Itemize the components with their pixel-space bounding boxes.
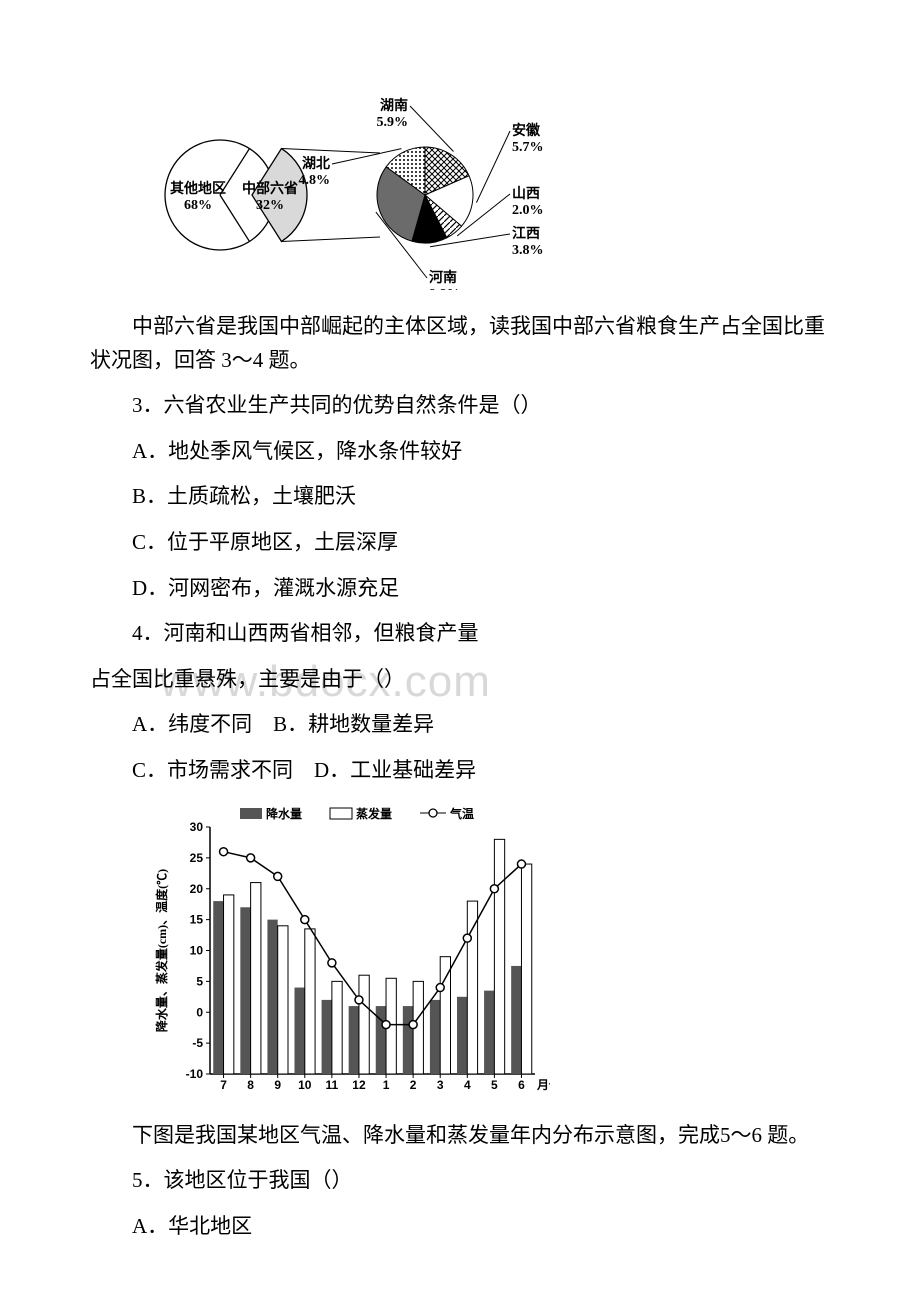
intro-text-1: 中部六省是我国中部崛起的主体区域，读我国中部六省粮食生产占全国比重状况图，回答 … xyxy=(90,310,830,377)
svg-text:10: 10 xyxy=(190,943,204,957)
svg-text:8: 8 xyxy=(247,1078,254,1092)
svg-text:20: 20 xyxy=(190,881,204,895)
q5-opt-a: A．华北地区 xyxy=(90,1210,830,1244)
q4-line2: 占全国比重悬殊，主要是由于（） xyxy=(90,663,830,697)
svg-text:4: 4 xyxy=(464,1078,471,1092)
q3-opt-d: D．河网密布，灌溉水源充足 xyxy=(90,572,830,606)
svg-text:0: 0 xyxy=(196,1005,203,1019)
svg-text:30: 30 xyxy=(190,820,204,834)
svg-text:6: 6 xyxy=(518,1078,525,1092)
q3: 3．六省农业生产共同的优势自然条件是（） xyxy=(90,389,830,423)
svg-text:-5: -5 xyxy=(192,1036,203,1050)
q4-opt-ab: A．纬度不同 B．耕地数量差异 xyxy=(90,708,830,742)
svg-text:-10: -10 xyxy=(186,1067,204,1081)
svg-text:湖北4.8%: 湖北4.8% xyxy=(299,156,331,188)
q5: 5．该地区位于我国（） xyxy=(90,1164,830,1198)
svg-text:10: 10 xyxy=(298,1078,312,1092)
svg-text:5: 5 xyxy=(491,1078,498,1092)
q4-line1: 4．河南和山西两省相邻，但粮食产量 xyxy=(90,617,830,651)
q3-opt-c: C．位于平原地区，土层深厚 xyxy=(90,526,830,560)
svg-text:5: 5 xyxy=(196,974,203,988)
svg-text:河南9.8%: 河南9.8% xyxy=(429,269,461,290)
svg-text:3: 3 xyxy=(437,1078,444,1092)
svg-text:安徽5.7%: 安徽5.7% xyxy=(512,122,544,155)
svg-text:月份: 月份 xyxy=(536,1077,550,1092)
svg-text:1: 1 xyxy=(383,1078,390,1092)
svg-text:2: 2 xyxy=(410,1078,417,1092)
bar-chart: -10-5051015202530降水量、蒸发量(cm)、温度(℃)降水量蒸发量… xyxy=(150,802,830,1107)
svg-text:15: 15 xyxy=(190,912,204,926)
svg-text:降水量、蒸发量(cm)、温度(℃): 降水量、蒸发量(cm)、温度(℃) xyxy=(154,868,169,1031)
q4-opt-cd: C．市场需求不同 D．工业基础差异 xyxy=(90,754,830,788)
svg-text:江西3.8%: 江西3.8% xyxy=(512,225,544,258)
svg-text:9: 9 xyxy=(274,1078,281,1092)
svg-text:蒸发量: 蒸发量 xyxy=(356,806,392,821)
svg-text:湖南5.9%: 湖南5.9% xyxy=(377,97,409,130)
svg-text:降水量: 降水量 xyxy=(266,806,302,821)
pie-chart: 其他地区68%中部六省32%湖南5.9%安徽5.7%山西2.0%江西3.8%河南… xyxy=(150,90,830,290)
svg-text:12: 12 xyxy=(352,1078,366,1092)
q3-opt-a: A．地处季风气候区，降水条件较好 xyxy=(90,435,830,469)
svg-text:25: 25 xyxy=(190,850,204,864)
svg-text:7: 7 xyxy=(220,1078,227,1092)
svg-text:气温: 气温 xyxy=(449,806,474,821)
intro-text-2: 下图是我国某地区气温、降水量和蒸发量年内分布示意图，完成5～6 题。 xyxy=(90,1119,830,1153)
svg-text:山西2.0%: 山西2.0% xyxy=(512,186,544,218)
q3-opt-b: B．土质疏松，土壤肥沃 xyxy=(90,480,830,514)
svg-text:11: 11 xyxy=(326,1078,339,1092)
